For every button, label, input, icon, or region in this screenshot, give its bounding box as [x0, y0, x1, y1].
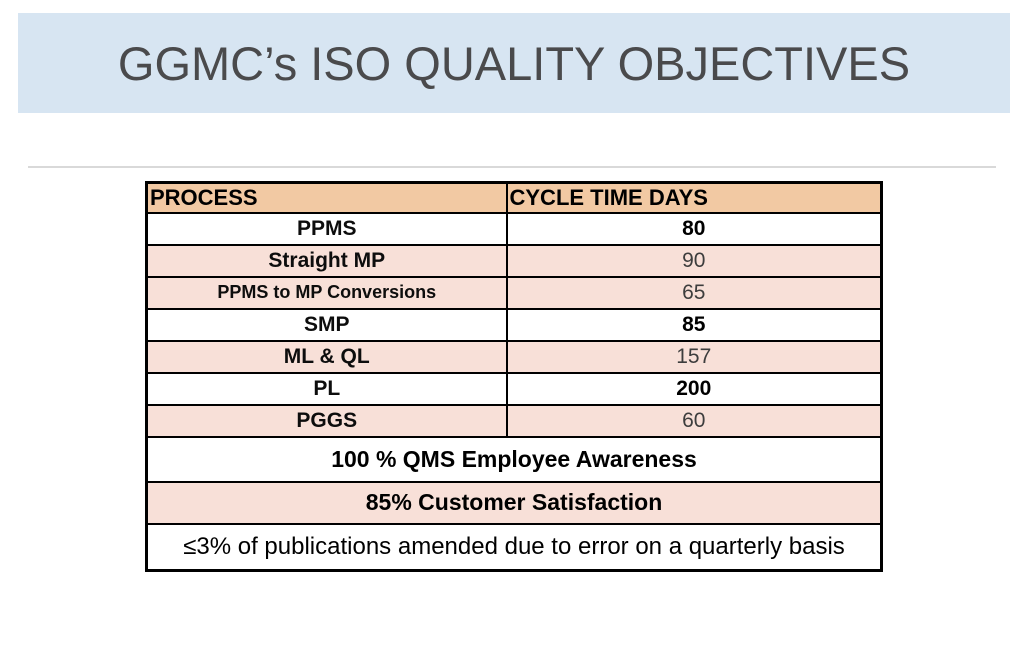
divider-line	[28, 166, 996, 168]
summary-cell-customer-satisfaction: 85% Customer Satisfaction	[145, 480, 883, 525]
process-cell: PL	[145, 371, 508, 406]
table-row: PPMS to MP Conversions 65	[145, 276, 883, 310]
value-cell: 157	[505, 339, 883, 374]
summary-row: ≤3% of publications amended due to error…	[145, 522, 883, 572]
table-row: PL 200	[145, 371, 883, 406]
process-cell: SMP	[145, 307, 508, 342]
value-cell: 80	[505, 211, 883, 246]
value-cell: 85	[505, 307, 883, 342]
table-header-row: PROCESS CYCLE TIME DAYS	[145, 181, 883, 214]
process-cell: PPMS to MP Conversions	[145, 276, 508, 310]
process-cell: Straight MP	[145, 243, 508, 278]
value-cell: 60	[505, 403, 883, 438]
process-cell: PGGS	[145, 403, 508, 438]
summary-cell-publication-errors: ≤3% of publications amended due to error…	[145, 522, 883, 572]
table-row: PGGS 60	[145, 403, 883, 438]
summary-cell-qms-awareness: 100 % QMS Employee Awareness	[145, 435, 883, 483]
table-row: Straight MP 90	[145, 243, 883, 278]
quality-objectives-table: PROCESS CYCLE TIME DAYS PPMS 80 Straight…	[145, 181, 883, 572]
col-header-cycle-time-days: CYCLE TIME DAYS	[505, 181, 883, 214]
value-cell: 90	[505, 243, 883, 278]
title-banner: GGMC’s ISO QUALITY OBJECTIVES	[18, 13, 1010, 113]
table-row: SMP 85	[145, 307, 883, 342]
process-cell: ML & QL	[145, 339, 508, 374]
col-header-process: PROCESS	[145, 181, 508, 214]
slide-title: GGMC’s ISO QUALITY OBJECTIVES	[117, 36, 911, 90]
value-cell: 65	[505, 276, 883, 310]
value-cell: 200	[505, 371, 883, 406]
table-row: PPMS 80	[145, 211, 883, 246]
summary-row: 100 % QMS Employee Awareness	[145, 435, 883, 483]
process-cell: PPMS	[145, 211, 508, 246]
table-row: ML & QL 157	[145, 339, 883, 374]
summary-row: 85% Customer Satisfaction	[145, 480, 883, 525]
